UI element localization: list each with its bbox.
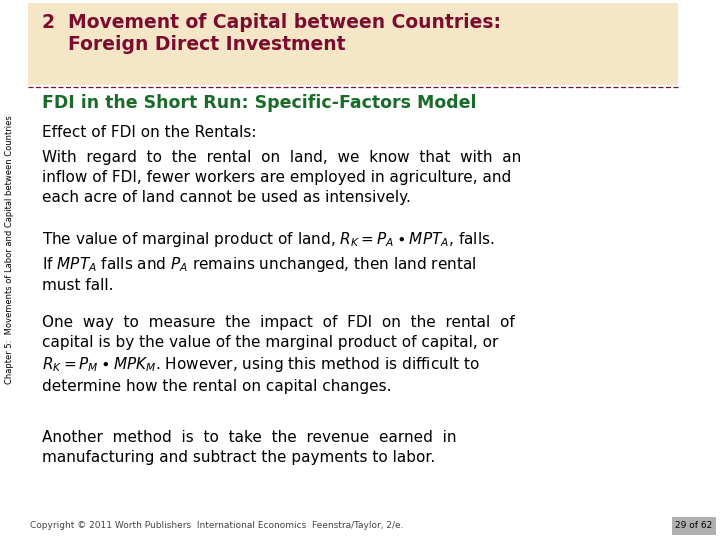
Text: Effect of FDI on the Rentals:: Effect of FDI on the Rentals: — [42, 125, 256, 140]
Text: The value of marginal product of land, $R_K = P_A \bullet MPT_A$, falls.
If $MPT: The value of marginal product of land, $… — [42, 230, 495, 293]
FancyBboxPatch shape — [28, 3, 678, 85]
Text: 29 of 62: 29 of 62 — [675, 522, 713, 530]
Text: FDI in the Short Run: Specific-Factors Model: FDI in the Short Run: Specific-Factors M… — [42, 94, 477, 112]
Text: Another  method  is  to  take  the  revenue  earned  in
manufacturing and subtra: Another method is to take the revenue ea… — [42, 430, 456, 465]
Text: Copyright © 2011 Worth Publishers  International Economics  Feenstra/Taylor, 2/e: Copyright © 2011 Worth Publishers Intern… — [30, 522, 403, 530]
FancyBboxPatch shape — [672, 517, 716, 535]
Text: With  regard  to  the  rental  on  land,  we  know  that  with  an
inflow of FDI: With regard to the rental on land, we kn… — [42, 150, 521, 205]
Text: 2  Movement of Capital between Countries:: 2 Movement of Capital between Countries: — [42, 13, 501, 32]
Text: One  way  to  measure  the  impact  of  FDI  on  the  rental  of
capital is by t: One way to measure the impact of FDI on … — [42, 315, 515, 394]
Text: Foreign Direct Investment: Foreign Direct Investment — [42, 35, 346, 54]
Text: Chapter 5:  Movements of Labor and Capital between Countries: Chapter 5: Movements of Labor and Capita… — [6, 116, 14, 384]
